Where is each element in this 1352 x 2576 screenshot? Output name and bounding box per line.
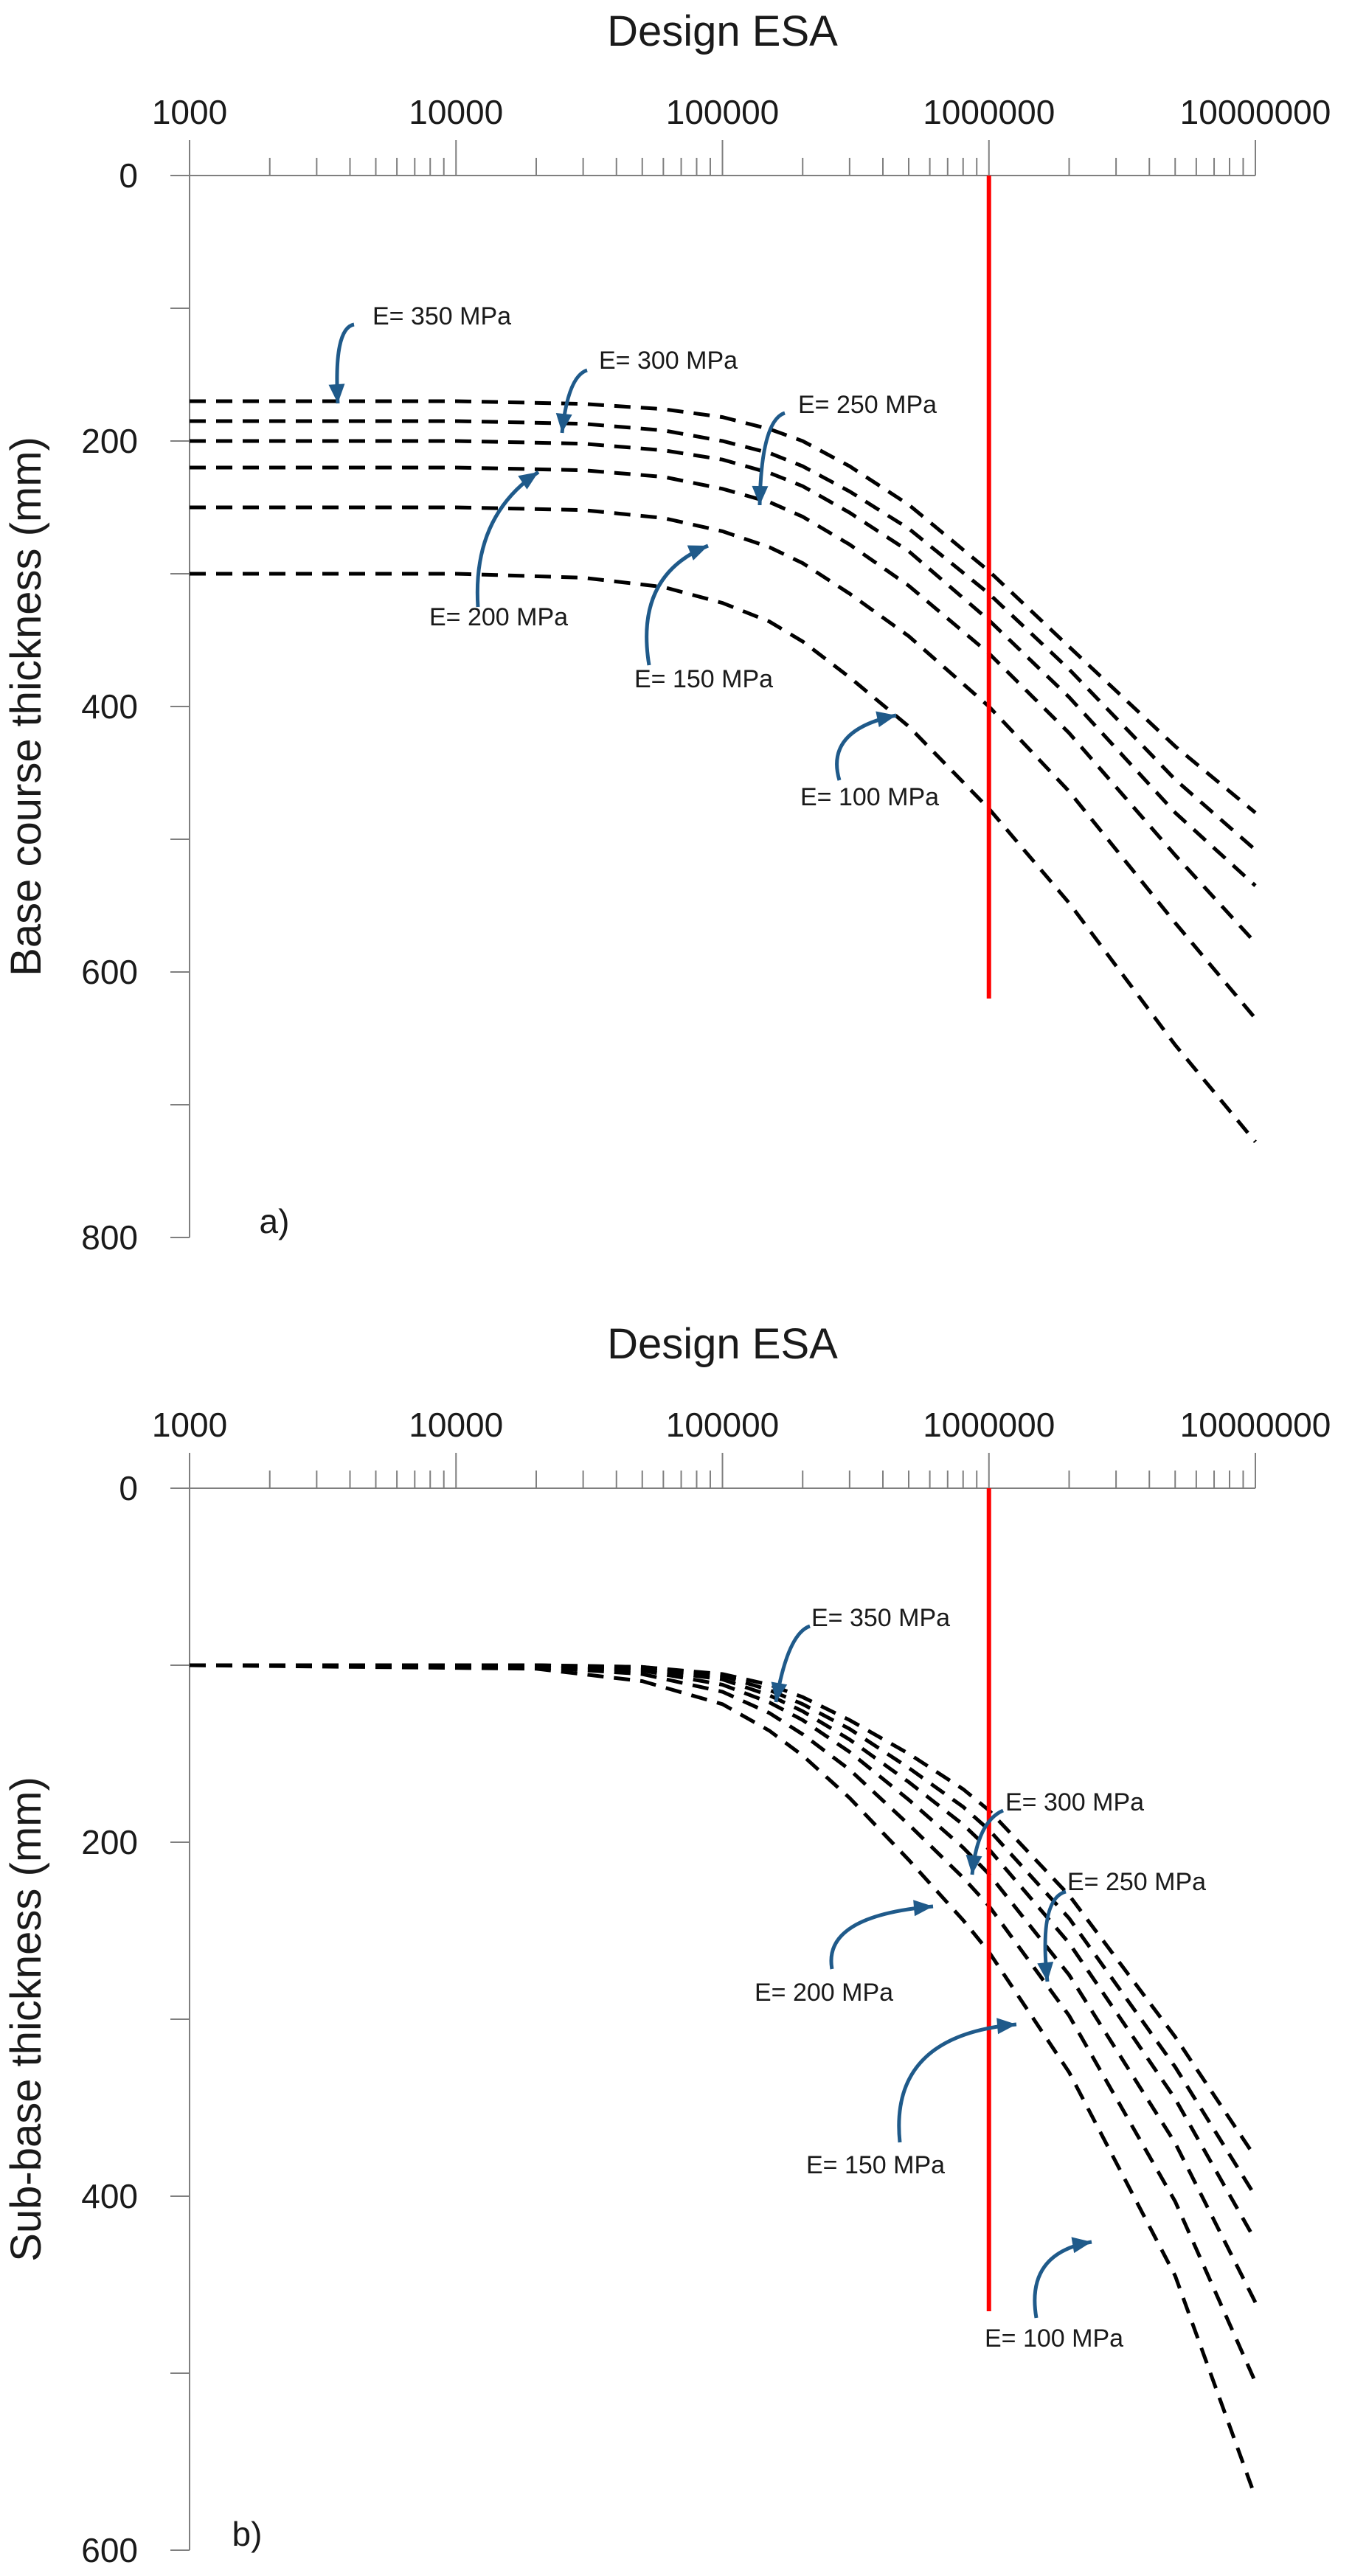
panel-b-x-tick-label: 1000000 bbox=[923, 1406, 1055, 1444]
panel-a-series-line-1 bbox=[190, 419, 1257, 852]
panel-a-arrowhead-icon bbox=[752, 485, 769, 505]
panel-a-annotation-label: E= 100 MPa bbox=[800, 783, 939, 811]
panel-a-series-line-2 bbox=[190, 439, 1257, 887]
panel-b-y-tick-label: 200 bbox=[81, 1823, 138, 1861]
panel-b-arrowhead-icon bbox=[966, 1855, 982, 1875]
panel-a-annotation-label: E= 200 MPa bbox=[429, 603, 568, 631]
panel-b-annotation-label: E= 150 MPa bbox=[806, 2151, 945, 2179]
panel-a-y-tick-label: 0 bbox=[119, 156, 138, 195]
panel-a-arrowhead-icon bbox=[555, 413, 572, 433]
panel-b-x-tick-label: 1000 bbox=[152, 1406, 227, 1444]
panel-a-chart: Design ESA Base course thickness (mm) 1000… bbox=[2, 7, 1331, 1257]
panel-a-annotation-arrow bbox=[475, 470, 540, 608]
panel-a-label: a) bbox=[260, 1202, 290, 1240]
panel-b-annotation-label: E= 200 MPa bbox=[755, 1979, 893, 2007]
panel-b-y-tick-label: 0 bbox=[119, 1469, 138, 1507]
panel-b-x-tick-label: 10000 bbox=[409, 1406, 503, 1444]
panel-b-arrowhead-icon bbox=[1037, 1961, 1054, 1982]
panel-a-annotation-label: E= 250 MPa bbox=[798, 391, 937, 419]
panel-a-y-tick-label: 400 bbox=[81, 687, 138, 726]
panel-b-annotation-arrow bbox=[1033, 2240, 1092, 2319]
panel-a-y-tick-label: 200 bbox=[81, 422, 138, 460]
panel-a-annotation-arrow bbox=[645, 544, 709, 666]
panel-b-chart: Design ESA Sub-base thickness (mm) 1000 100… bbox=[2, 1320, 1331, 2569]
panel-b-series-line-3 bbox=[190, 1663, 1258, 2304]
panel-b-x-tick-label: 10000000 bbox=[1180, 1406, 1331, 1444]
panel-b-x-tick-label: 100000 bbox=[666, 1406, 780, 1444]
panel-b-series-line-2 bbox=[190, 1663, 1258, 2242]
panel-b-annotation-label: E= 250 MPa bbox=[1067, 1868, 1206, 1896]
panel-a-x-tick-label: 10000000 bbox=[1180, 93, 1331, 131]
panel-b-label: b) bbox=[232, 2515, 263, 2553]
panel-b-series-line-0 bbox=[190, 1663, 1258, 2159]
panel-b-annotation-label: E= 350 MPa bbox=[811, 1604, 950, 1632]
panel-a-y-axis-title: Base course thickness (mm) bbox=[2, 437, 50, 976]
panel-a-x-axis-title: Design ESA bbox=[607, 7, 838, 55]
panel-b-annotation-label: E= 100 MPa bbox=[985, 2325, 1123, 2353]
panel-b-arrowhead-icon bbox=[913, 1900, 933, 1917]
panel-a-series-line-4 bbox=[190, 505, 1257, 1020]
panel-a-x-tick-label: 1000000 bbox=[923, 93, 1055, 131]
panel-a-arrowhead-icon bbox=[687, 545, 708, 560]
panel-a-x-tick-label: 1000 bbox=[152, 93, 227, 131]
panel-a-series-line-3 bbox=[190, 465, 1257, 945]
panel-b-annotation-label: E= 300 MPa bbox=[1005, 1788, 1144, 1816]
panel-b-y-tick-label: 600 bbox=[81, 2531, 138, 2569]
panel-a-x-tick-label: 10000 bbox=[409, 93, 503, 131]
panel-a-annotation-label: E= 300 MPa bbox=[599, 347, 738, 375]
panel-a-y-tick-label: 600 bbox=[81, 953, 138, 991]
panel-a-series-line-5 bbox=[190, 572, 1257, 1143]
panel-a-annotation-label: E= 150 MPa bbox=[634, 665, 773, 693]
panel-b-x-axis-title: Design ESA bbox=[607, 1320, 838, 1368]
panel-b-arrowhead-icon bbox=[1071, 2237, 1092, 2254]
panel-a-arrowhead-icon bbox=[518, 472, 538, 490]
panel-a-series-line-0 bbox=[190, 399, 1257, 814]
panel-a-annotation-arrow bbox=[835, 713, 897, 781]
panel-b-arrowhead-icon bbox=[771, 1681, 788, 1702]
panel-b-annotation-arrow bbox=[829, 1904, 934, 1970]
panel-a-arrowhead-icon bbox=[876, 711, 896, 728]
panel-b-series-line-4 bbox=[189, 1663, 1258, 2384]
panel-a-arrowhead-icon bbox=[328, 383, 345, 403]
panel-b-y-axis-title: Sub-base thickness (mm) bbox=[2, 1777, 50, 2262]
panel-b-annotation-arrow bbox=[897, 2022, 1017, 2143]
panel-a-y-tick-label: 800 bbox=[81, 1218, 138, 1257]
panel-b-y-tick-label: 400 bbox=[81, 2177, 138, 2215]
panel-a-x-tick-label: 100000 bbox=[666, 93, 780, 131]
panel-b-series-line-5 bbox=[189, 1663, 1258, 2498]
panel-a-annotation-label: E= 350 MPa bbox=[372, 302, 511, 330]
panel-b-arrowhead-icon bbox=[996, 2018, 1016, 2035]
